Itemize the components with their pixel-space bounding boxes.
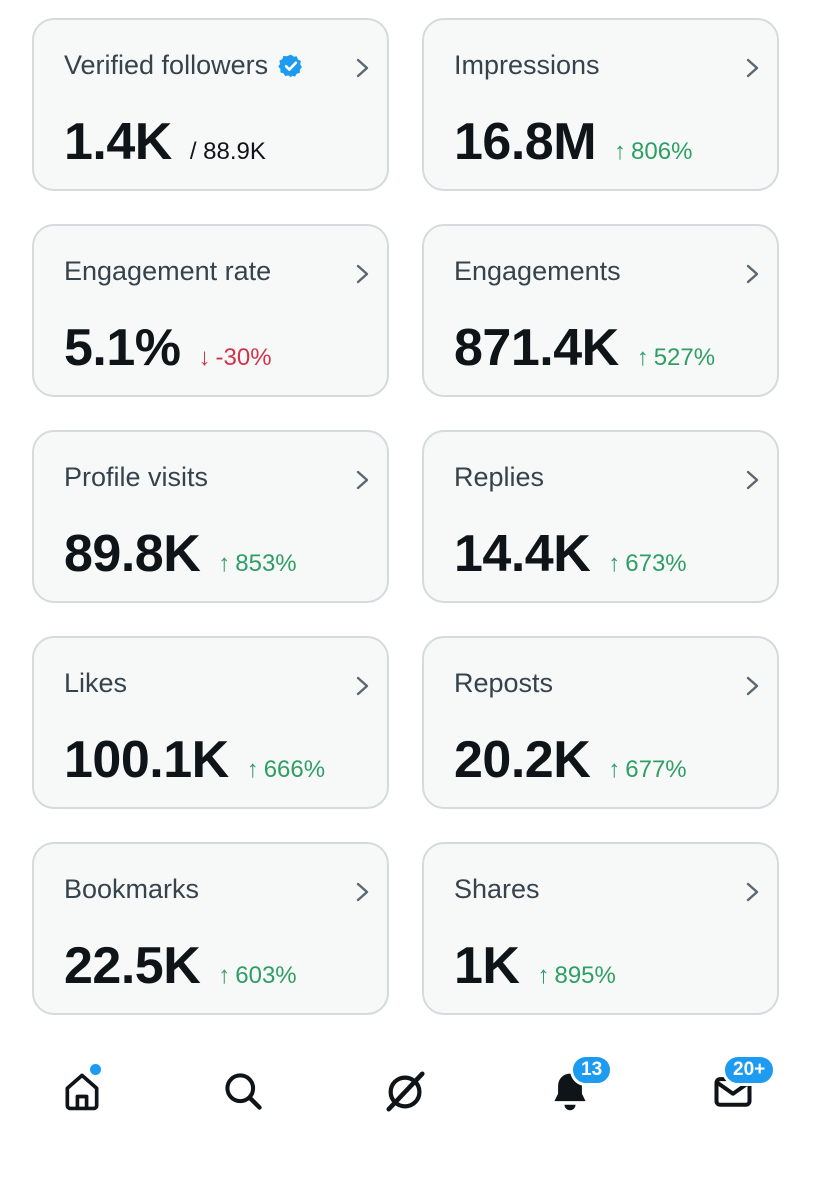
card-change: ↑ 527% bbox=[637, 344, 715, 372]
arrow-up-icon: ↑ bbox=[218, 550, 231, 577]
card-change: ↑ 666% bbox=[247, 756, 325, 784]
card-title: Shares bbox=[454, 874, 540, 904]
nav-home[interactable] bbox=[57, 1064, 107, 1116]
notifications-badge: 13 bbox=[570, 1054, 614, 1086]
bottom-nav: 13 20+ bbox=[0, 1040, 814, 1140]
arrow-up-icon: ↑ bbox=[537, 962, 550, 989]
card-stats: 16.8M ↑ 806% bbox=[454, 112, 692, 172]
card-value: 14.4K bbox=[454, 525, 591, 583]
change-value: 603% bbox=[235, 962, 297, 989]
card-reposts[interactable]: Reposts 20.2K ↑ 677% bbox=[422, 636, 779, 809]
chevron-right-icon bbox=[356, 264, 369, 284]
nav-notifications[interactable]: 13 bbox=[545, 1054, 614, 1116]
card-change: ↑ 853% bbox=[218, 550, 296, 578]
arrow-up-icon: ↑ bbox=[218, 962, 231, 989]
card-title: Reposts bbox=[454, 668, 554, 698]
card-title: Engagement rate bbox=[64, 256, 272, 286]
card-title: Profile visits bbox=[64, 462, 209, 492]
card-change: ↑ 806% bbox=[614, 138, 692, 166]
change-value: 673% bbox=[625, 550, 687, 577]
arrow-up-icon: ↑ bbox=[608, 550, 621, 577]
card-stats: 20.2K ↑ 677% bbox=[454, 730, 687, 790]
card-title: Impressions bbox=[454, 50, 600, 80]
arrow-up-icon: ↑ bbox=[636, 344, 649, 371]
card-shares[interactable]: Shares 1K ↑ 895% bbox=[422, 842, 779, 1015]
card-value: 16.8M bbox=[454, 113, 597, 171]
card-value: 5.1% bbox=[64, 319, 181, 377]
card-change: ↑ 673% bbox=[608, 550, 686, 578]
arrow-down-icon: ↓ bbox=[198, 344, 211, 371]
nav-messages[interactable]: 20+ bbox=[708, 1054, 777, 1116]
card-title-text: Verified followers bbox=[64, 50, 269, 80]
card-value: 100.1K bbox=[64, 731, 229, 789]
card-value: 871.4K bbox=[454, 319, 619, 377]
card-value: 89.8K bbox=[64, 525, 201, 583]
nav-search[interactable] bbox=[218, 1066, 268, 1116]
change-value: 853% bbox=[235, 550, 297, 577]
change-value: 677% bbox=[625, 756, 687, 783]
card-title: Verified followers bbox=[64, 50, 304, 81]
chevron-right-icon bbox=[356, 882, 369, 902]
card-likes[interactable]: Likes 100.1K ↑ 666% bbox=[32, 636, 389, 809]
home-icon bbox=[65, 1073, 99, 1111]
card-change: ↑ 677% bbox=[608, 756, 686, 784]
chevron-right-icon bbox=[746, 676, 759, 696]
card-replies[interactable]: Replies 14.4K ↑ 673% bbox=[422, 430, 779, 603]
messages-badge: 20+ bbox=[722, 1054, 777, 1086]
chevron-right-icon bbox=[746, 882, 759, 902]
chevron-right-icon bbox=[356, 470, 369, 490]
card-title: Bookmarks bbox=[64, 874, 200, 904]
card-change: ↓ -30% bbox=[199, 344, 272, 372]
card-engagement-rate[interactable]: Engagement rate 5.1% ↓ -30% bbox=[32, 224, 389, 397]
chevron-right-icon bbox=[356, 58, 369, 78]
grok-icon bbox=[386, 1071, 425, 1112]
search-icon bbox=[225, 1073, 262, 1110]
card-stats: 1.4K / 88.9K bbox=[64, 112, 266, 172]
chevron-right-icon bbox=[746, 58, 759, 78]
arrow-up-icon: ↑ bbox=[608, 756, 621, 783]
card-stats: 1K ↑ 895% bbox=[454, 936, 616, 996]
card-bookmarks[interactable]: Bookmarks 22.5K ↑ 603% bbox=[32, 842, 389, 1015]
card-stats: 22.5K ↑ 603% bbox=[64, 936, 297, 996]
card-verified-followers[interactable]: Verified followers 1.4K / 88.9K bbox=[32, 18, 389, 191]
card-stats: 89.8K ↑ 853% bbox=[64, 524, 297, 584]
card-impressions[interactable]: Impressions 16.8M ↑ 806% bbox=[422, 18, 779, 191]
card-stats: 871.4K ↑ 527% bbox=[454, 318, 715, 378]
card-engagements[interactable]: Engagements 871.4K ↑ 527% bbox=[422, 224, 779, 397]
card-change: ↑ 603% bbox=[218, 962, 296, 990]
nav-grok[interactable] bbox=[381, 1066, 431, 1116]
card-title: Replies bbox=[454, 462, 545, 492]
change-value: 895% bbox=[554, 962, 616, 989]
change-value: 666% bbox=[263, 756, 326, 783]
card-value: 1K bbox=[454, 937, 520, 995]
card-total: / 88.9K bbox=[189, 138, 266, 165]
card-value: 1.4K bbox=[64, 113, 172, 171]
card-profile-visits[interactable]: Profile visits 89.8K ↑ 853% bbox=[32, 430, 389, 603]
arrow-up-icon: ↑ bbox=[246, 756, 259, 783]
change-value: 527% bbox=[653, 344, 716, 371]
card-stats: 14.4K ↑ 673% bbox=[454, 524, 687, 584]
arrow-up-icon: ↑ bbox=[614, 138, 627, 165]
card-stats: 100.1K ↑ 666% bbox=[64, 730, 325, 790]
card-stats: 5.1% ↓ -30% bbox=[64, 318, 272, 378]
card-title: Likes bbox=[64, 668, 128, 698]
chevron-right-icon bbox=[746, 470, 759, 490]
change-value: 806% bbox=[631, 138, 693, 165]
card-value: 20.2K bbox=[454, 731, 591, 789]
chevron-right-icon bbox=[356, 676, 369, 696]
chevron-right-icon bbox=[746, 264, 759, 284]
verified-badge-icon bbox=[278, 54, 303, 77]
home-notification-dot bbox=[90, 1064, 101, 1075]
card-value: 22.5K bbox=[64, 937, 201, 995]
card-title: Engagements bbox=[454, 256, 621, 286]
change-value: -30% bbox=[215, 344, 272, 371]
card-change: ↑ 895% bbox=[537, 962, 615, 990]
